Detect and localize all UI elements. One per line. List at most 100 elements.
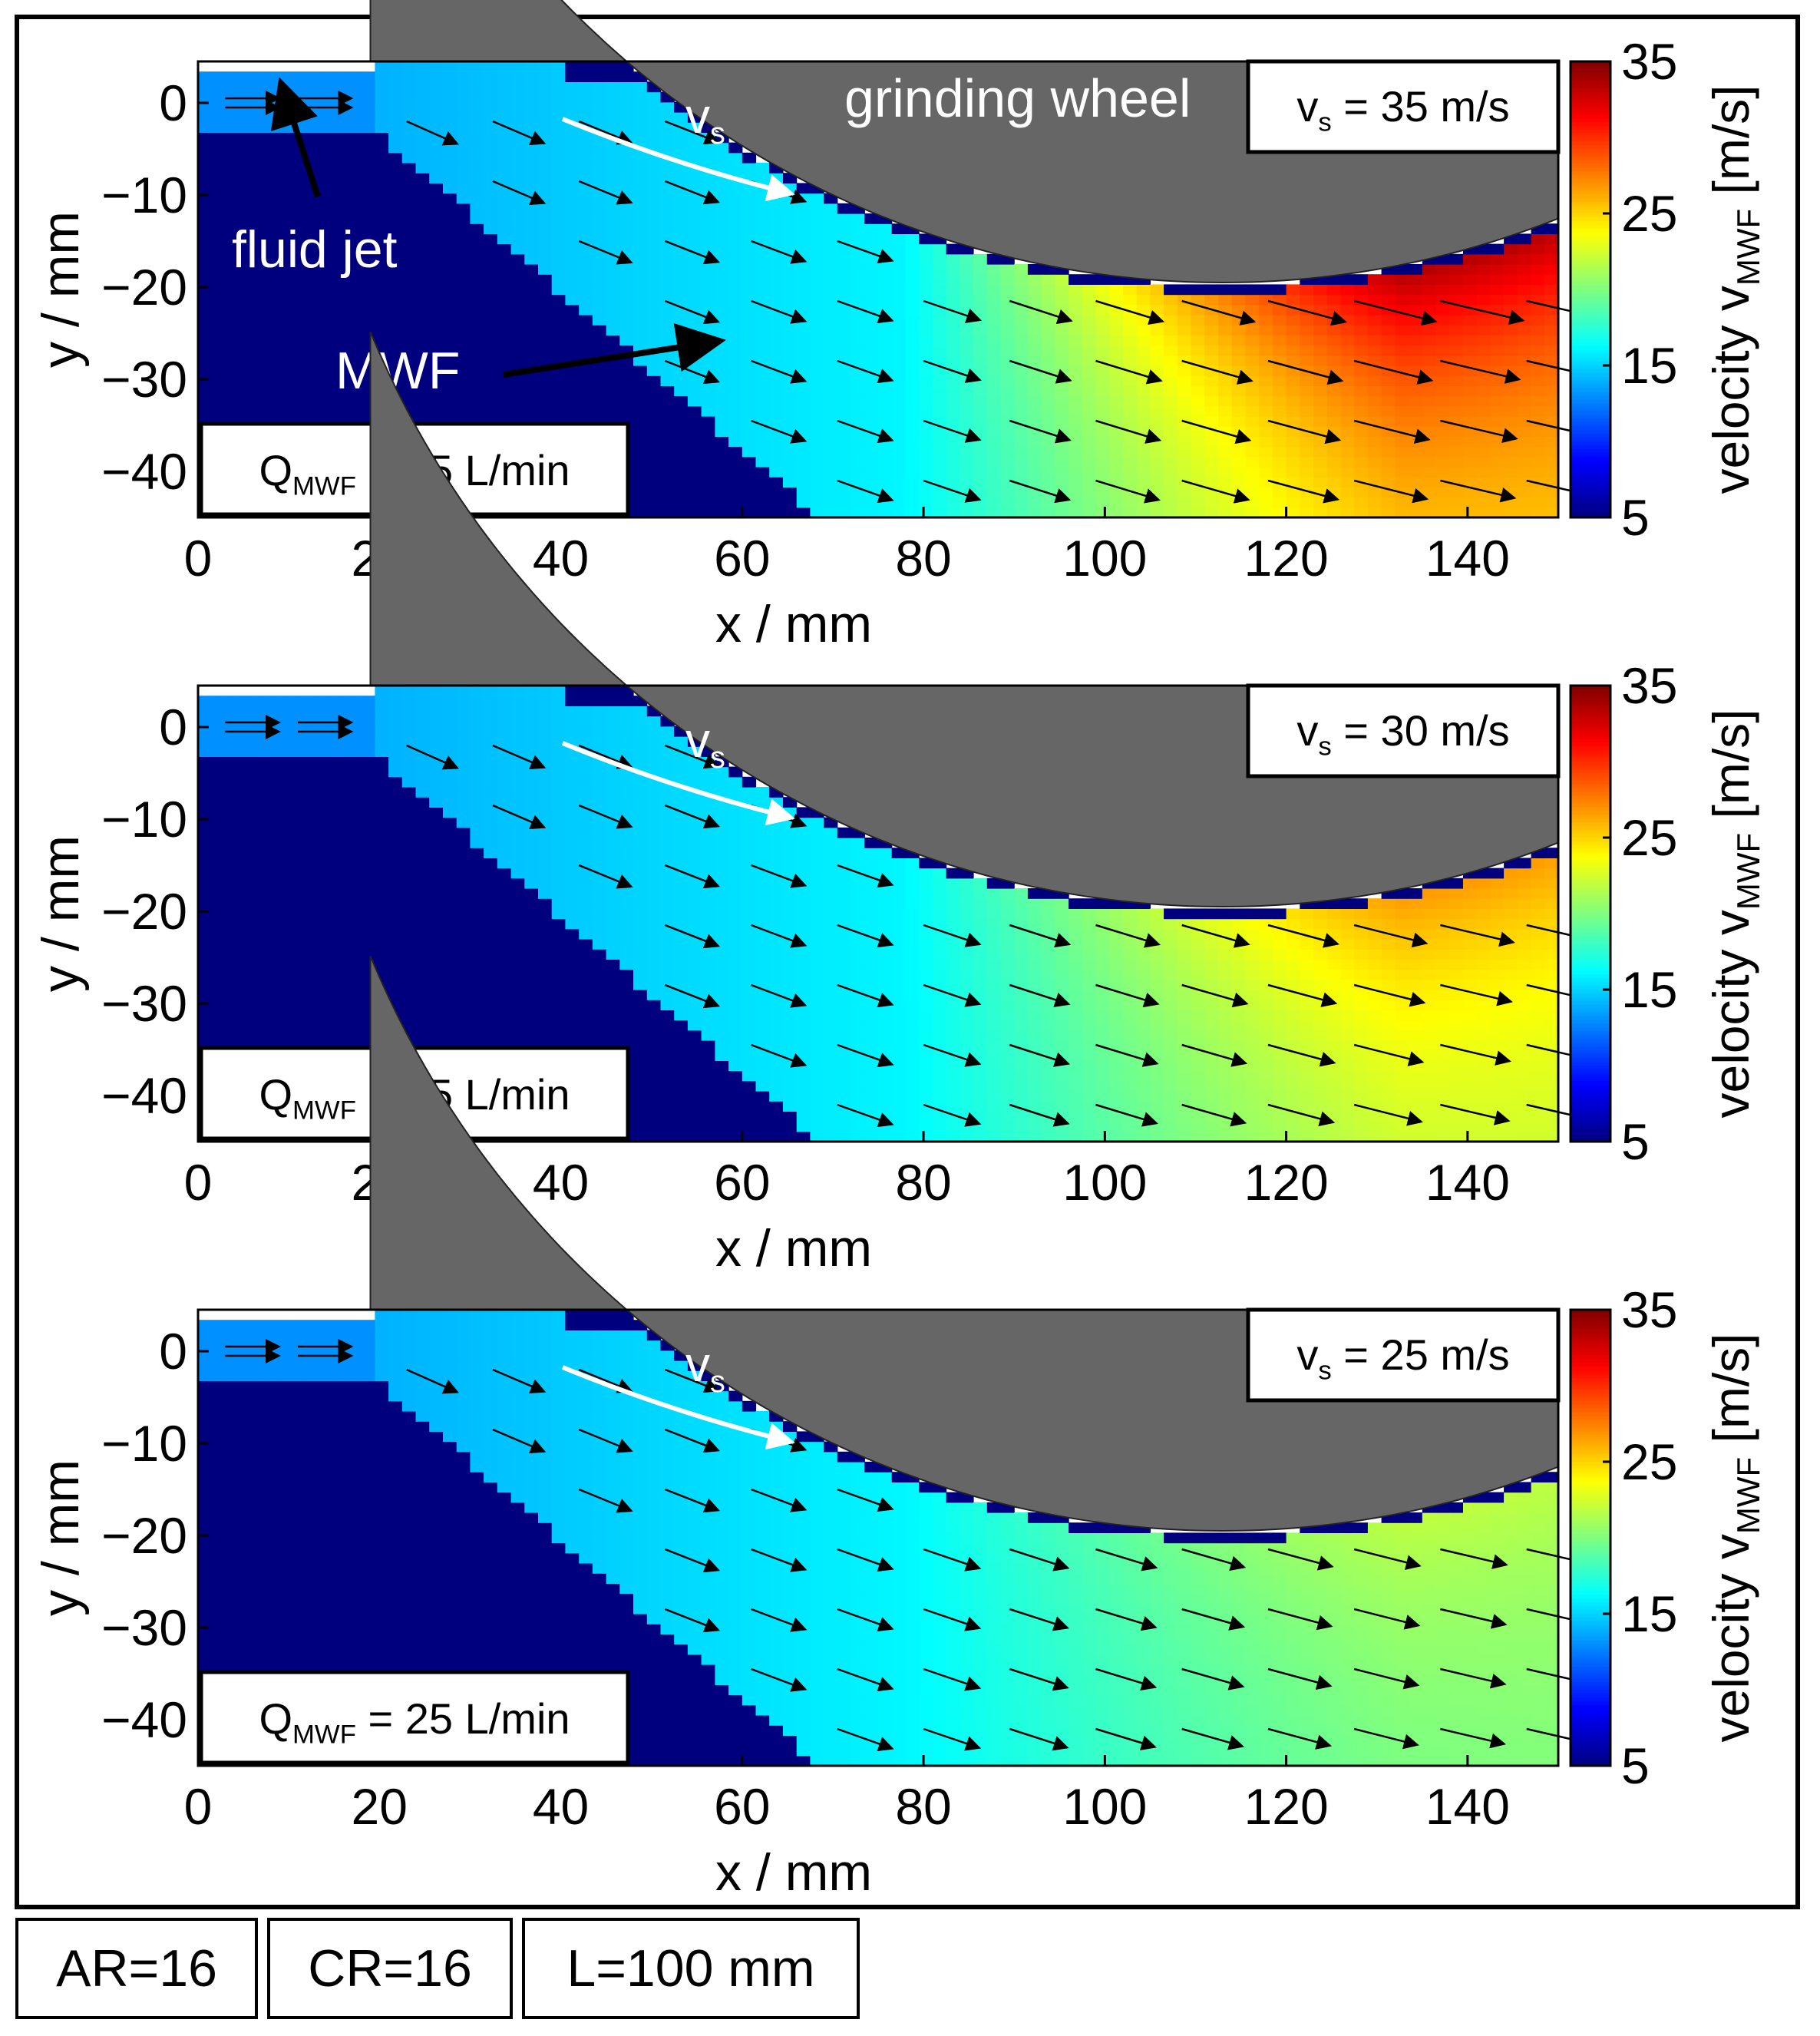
velocity-arrow	[923, 1608, 982, 1631]
velocity-arrow	[578, 804, 633, 829]
velocity-arrow	[1181, 1043, 1248, 1067]
wheel-rotation-arrow	[561, 741, 795, 826]
y-tick-label: −30	[101, 975, 187, 1032]
x-tick-label: 40	[533, 1154, 589, 1211]
velocity-arrow	[1009, 419, 1072, 444]
velocity-arrow	[751, 924, 808, 948]
velocity-arrow	[1267, 1103, 1336, 1126]
colorbar: 35 25 15 5 velocity vMWF [m/s]	[1569, 657, 1766, 1170]
plot-area-border	[197, 1308, 1560, 1767]
x-tick-label: 140	[1425, 530, 1510, 587]
velocity-arrow	[1095, 1727, 1157, 1750]
x-axis-label: x / mm	[715, 1843, 872, 1902]
x-tick-label: 60	[714, 530, 770, 587]
velocity-arrow	[837, 924, 894, 948]
velocity-arrow	[1353, 299, 1438, 326]
y-tick-label: 0	[159, 74, 187, 131]
velocity-arrows	[225, 715, 1601, 1128]
x-tick-label: 60	[714, 1778, 770, 1835]
colorbar-tick-label: 15	[1621, 961, 1677, 1018]
velocity-arrow	[751, 1667, 808, 1692]
y-tick-label: −30	[101, 351, 187, 408]
velocity-arrow	[1353, 1103, 1423, 1126]
velocity-arrow	[923, 359, 982, 383]
colorbar-border	[1569, 1308, 1612, 1767]
wheel-speed-box: vs = 25 m/s	[1246, 1307, 1561, 1403]
colorbar-label: velocity vMWF [m/s]	[1703, 1333, 1766, 1742]
velocity-arrow	[923, 299, 983, 323]
x-tick-label: 120	[1244, 530, 1329, 587]
y-tick-label: −40	[101, 1691, 187, 1748]
y-tick-label: −10	[101, 167, 187, 223]
velocity-arrow	[664, 180, 721, 205]
velocity-arrow	[923, 924, 982, 947]
x-tick-label: 60	[714, 1154, 770, 1211]
velocity-arrow	[751, 1488, 808, 1512]
x-tick-label: 40	[533, 1778, 589, 1835]
colorbar-label: velocity vMWF [m/s]	[1703, 709, 1766, 1118]
velocity-arrow	[1181, 1727, 1245, 1750]
plot-area-border	[197, 60, 1560, 519]
velocity-arrow	[492, 804, 547, 830]
velocity-arrow	[1267, 1608, 1333, 1631]
velocity-arrow	[1095, 1667, 1158, 1691]
x-tick-label: 100	[1062, 1778, 1147, 1835]
fluid-jet-arrow	[270, 77, 321, 198]
velocity-arrow	[1181, 1548, 1247, 1572]
velocity-arrow	[1440, 1727, 1507, 1749]
velocity-arrow	[837, 864, 894, 888]
velocity-arrow	[1095, 1548, 1158, 1572]
velocity-arrow	[751, 864, 808, 888]
velocity-arrow	[923, 1727, 982, 1751]
velocity-arrow	[1267, 924, 1339, 948]
velocity-arrow	[578, 1368, 633, 1393]
y-tick-label: −10	[101, 791, 187, 848]
velocity-arrow	[837, 240, 894, 264]
velocity-arrow	[837, 1667, 894, 1692]
velocity-arrow	[751, 1548, 808, 1572]
y-axis-label: y / mm	[31, 1459, 90, 1616]
velocity-arrow	[1095, 924, 1161, 948]
velocity-arrow	[1095, 419, 1162, 444]
x-tick-label: 0	[184, 530, 213, 587]
velocity-arrow	[1267, 1727, 1333, 1750]
wheel-speed-label: vs = 30 m/s	[1296, 706, 1509, 761]
wheel-speed-label: vs = 35 m/s	[1296, 82, 1509, 137]
colorbar-tick-label: 5	[1621, 489, 1650, 546]
velocity-arrow	[1267, 299, 1347, 326]
velocity-arrow	[1440, 983, 1513, 1006]
velocity-arrow	[1353, 1727, 1419, 1750]
velocity-arrow	[578, 864, 633, 889]
velocity-arrow	[492, 120, 547, 146]
colorbar-tick-label: 35	[1621, 1281, 1677, 1338]
wheel-rotation-arrow	[561, 117, 795, 202]
x-tick-label: 140	[1425, 1154, 1510, 1211]
velocity-arrow	[1009, 1608, 1069, 1631]
velocity-arrow	[664, 744, 721, 769]
x-tick-label: 80	[895, 1154, 951, 1211]
x-tick-label: 0	[184, 1778, 213, 1835]
colorbar-tick-label: 35	[1621, 33, 1677, 90]
velocity-arrow	[1181, 299, 1257, 326]
velocity-arrow	[406, 744, 459, 770]
wheel-speed-label: vs = 25 m/s	[1296, 1330, 1509, 1385]
y-tick-label: 0	[159, 1323, 187, 1380]
velocity-arrow	[923, 419, 982, 443]
x-tick-label: 20	[352, 1778, 408, 1835]
velocity-arrow	[1353, 1608, 1421, 1630]
footer-tag-l: L=100 mm	[522, 1918, 860, 2019]
velocity-arrow	[1009, 1727, 1069, 1751]
velocity-arrow	[578, 1488, 633, 1513]
y-tick-label: −20	[101, 1507, 187, 1564]
velocity-arrow	[1440, 479, 1517, 503]
velocity-arrow	[1267, 479, 1340, 504]
y-axis-label: y / mm	[31, 835, 90, 992]
velocity-arrow	[664, 864, 721, 889]
y-tick-label: −30	[101, 1599, 187, 1656]
y-tick-label: 0	[159, 699, 187, 755]
velocity-arrow	[578, 180, 633, 205]
wheel-rotation-label: vs	[685, 1337, 725, 1399]
mwf-arrow	[503, 323, 726, 378]
velocity-arrow	[1009, 924, 1072, 948]
velocity-arrow	[1440, 1043, 1511, 1066]
